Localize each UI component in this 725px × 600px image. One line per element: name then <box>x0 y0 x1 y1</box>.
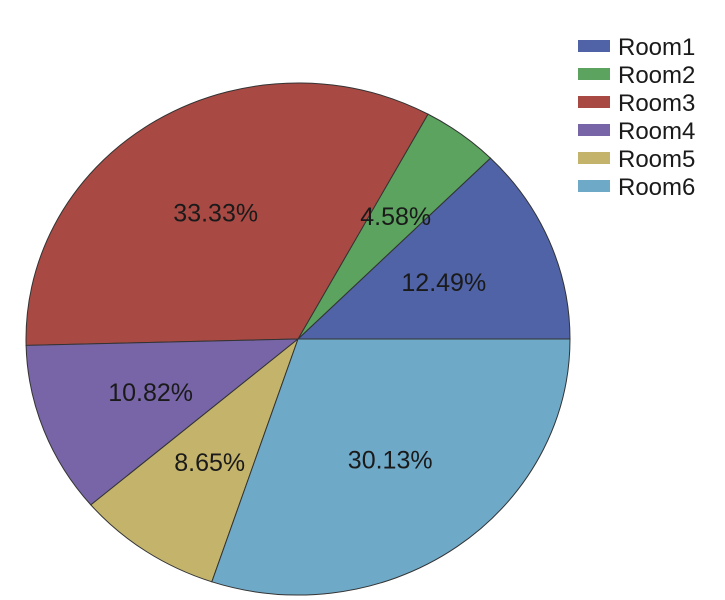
pie-slice-room6 <box>211 338 571 596</box>
legend-label-room6: Room6 <box>618 174 695 201</box>
slice-label-room1: 12.49% <box>401 269 486 297</box>
slice-label-room3: 33.33% <box>173 199 258 227</box>
pie-slice-room1 <box>296 157 571 340</box>
pie-slice-room3 <box>25 82 429 346</box>
slice-label-room4: 10.82% <box>108 379 193 407</box>
pie-slices <box>25 82 571 596</box>
legend-swatch-room5 <box>578 152 610 164</box>
legend-label-room1: Room1 <box>618 34 695 61</box>
legend-label-room4: Room4 <box>618 118 695 145</box>
slice-label-room5: 8.65% <box>174 449 245 477</box>
legend-swatch-room6 <box>578 180 610 192</box>
legend-label-room2: Room2 <box>618 62 695 89</box>
legend-swatch-room2 <box>578 68 610 80</box>
legend-swatch-room3 <box>578 96 610 108</box>
pie-slice-room5 <box>90 337 300 583</box>
pie-labels: 12.49% 4.58% 33.33% 10.82% 8.65% 30.13% <box>108 199 486 477</box>
legend-swatch-room4 <box>578 124 610 136</box>
legend-label-room5: Room5 <box>618 146 695 173</box>
legend-swatch-room1 <box>578 40 610 52</box>
pie-slice-room4 <box>25 338 300 506</box>
slice-label-room2: 4.58% <box>360 203 431 231</box>
slice-label-room6: 30.13% <box>348 447 433 475</box>
legend-label-room3: Room3 <box>618 90 695 117</box>
